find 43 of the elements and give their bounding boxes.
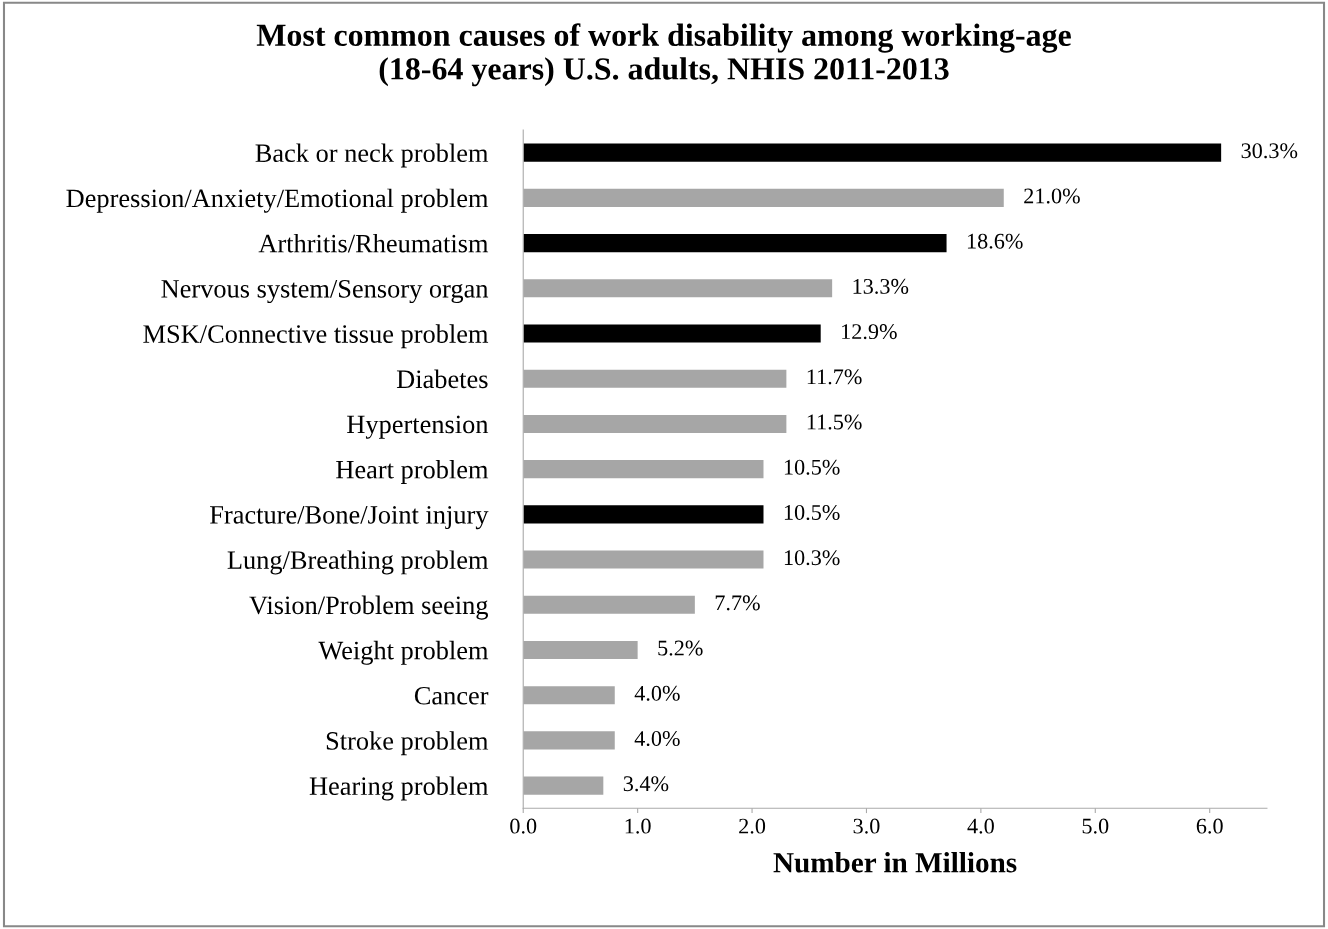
annotation: 10.5% bbox=[784, 459, 840, 475]
annotation: 10.5% bbox=[784, 504, 840, 521]
x-axis-title: Number in Millions bbox=[773, 851, 1017, 873]
bar bbox=[523, 324, 821, 343]
x-tick-label: 0.0 bbox=[510, 818, 537, 834]
bar bbox=[523, 143, 1222, 162]
annotation: 12.9% bbox=[842, 324, 897, 340]
x-tick-label: 4.0 bbox=[967, 818, 994, 834]
y-tick-label: Weight problem bbox=[318, 640, 489, 665]
x-tick-label: 1.0 bbox=[625, 818, 651, 834]
annotation: 18.6% bbox=[967, 233, 1023, 249]
y-tick-label: Arthritis/Rheumatism bbox=[258, 233, 489, 253]
x-tick-label: 6.0 bbox=[1196, 818, 1223, 834]
bar bbox=[523, 234, 947, 253]
chart-title: Most common causes of work disability among working-age (18-64 years) U.S. adults, NHIS 2011-2013 bbox=[256, 23, 1071, 87]
y-tick-label: Diabetes bbox=[396, 369, 488, 389]
annotation: 5.2% bbox=[658, 640, 703, 656]
y-tick-label: Lung/Breathing problem bbox=[227, 550, 489, 575]
y-tick-label: Depression/Anxiety/Emotional problem bbox=[66, 188, 489, 213]
y-tick-label: Heart problem bbox=[336, 459, 489, 484]
y-tick-label: Back or neck problem bbox=[255, 143, 489, 168]
annotation: 3.4% bbox=[623, 776, 669, 792]
annotation: 10.3% bbox=[784, 550, 840, 566]
annotation: 7.7% bbox=[715, 595, 760, 611]
y-tick-label: Hypertension bbox=[347, 415, 489, 439]
x-tick-label: 3.0 bbox=[853, 818, 880, 834]
annotation: 11.7% bbox=[807, 369, 862, 385]
annotation: 13.3% bbox=[853, 278, 909, 294]
y-tick-label: Vision/Problem seeing bbox=[249, 595, 488, 620]
x-tick-label: 2.0 bbox=[739, 818, 766, 834]
annotation: 4.0% bbox=[634, 685, 680, 701]
y-tick-label: Cancer bbox=[414, 686, 489, 705]
annotation: 30.3% bbox=[1241, 143, 1298, 159]
y-tick-label: Stroke problem bbox=[326, 731, 489, 756]
y-tick-label: Fracture/Bone/Joint injury bbox=[210, 506, 489, 530]
y-tick-label: Nervous system/Sensory organ bbox=[161, 279, 489, 304]
x-tick-label: 5.0 bbox=[1082, 818, 1109, 834]
annotation: 21.0% bbox=[1024, 188, 1080, 204]
annotation: 11.5% bbox=[807, 414, 862, 430]
y-tick-label: MSK/Connective tissue problem bbox=[143, 324, 489, 349]
y-tick-label: Hearing problem bbox=[309, 776, 489, 801]
annotation: 4.0% bbox=[634, 730, 680, 747]
bar bbox=[523, 505, 764, 524]
